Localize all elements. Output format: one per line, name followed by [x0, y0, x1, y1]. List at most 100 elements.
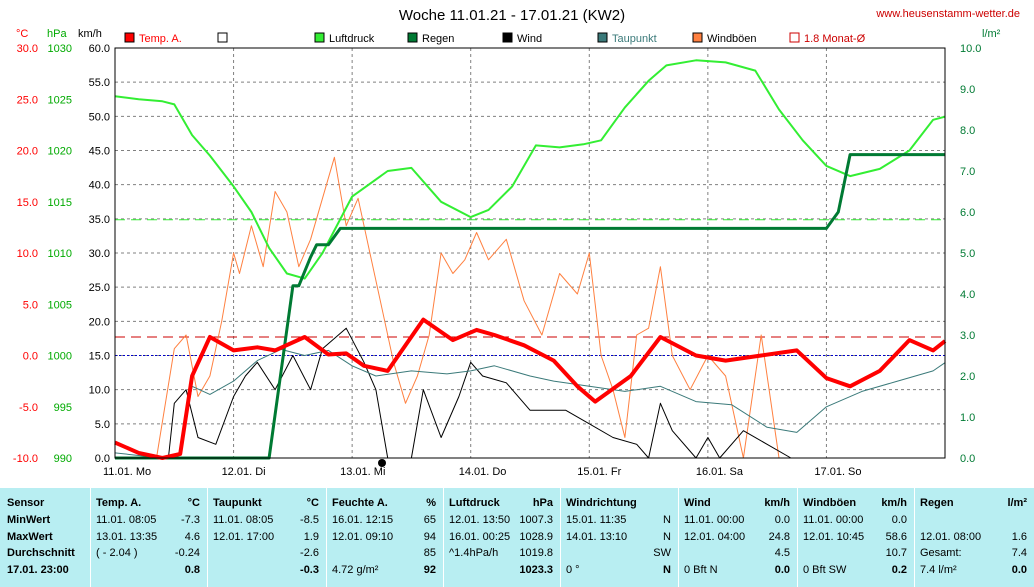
pressure-tick-label: 1000 — [48, 351, 72, 363]
stat-value: -2.6 — [300, 547, 319, 559]
legend-swatch — [217, 32, 228, 43]
stats-column: Temp. A. °C 11.01. 08:05 -7.3 13.01. 13:35 4.… — [90, 488, 207, 587]
stat-detail: 11.01. 08:05 — [96, 514, 157, 526]
stat-value: 4.5 — [774, 547, 790, 559]
stat-value: 58.6 — [885, 531, 907, 543]
stat-detail: 12.01. 17:00 — [213, 531, 275, 543]
chart-title: Woche 11.01.21 - 17.01.21 (KW2) — [399, 7, 625, 24]
pressure-tick-label: 1025 — [48, 94, 72, 106]
stat-value: 0.0 — [774, 564, 790, 576]
rain-tick-label: 10.0 — [960, 43, 981, 55]
x-tick-label: 17.01. So — [814, 466, 861, 478]
weather-chart: Woche 11.01.21 - 17.01.21 (KW2) www.heus… — [12, 7, 1020, 478]
stat-value: -7.3 — [181, 514, 200, 526]
stat-value: SW — [653, 547, 671, 559]
stat-detail: 15.01. 11:35 — [566, 514, 627, 526]
stat-value: N — [663, 514, 671, 526]
pressure-unit-label: hPa — [47, 28, 67, 40]
stat-detail: 0 ° — [566, 564, 580, 576]
legend-label: Windböen — [707, 33, 757, 45]
wind-tick-label: 20.0 — [89, 316, 110, 328]
stat-value: 24.8 — [768, 531, 790, 543]
series-windböen — [115, 156, 945, 459]
pressure-tick-label: 990 — [54, 453, 72, 465]
stat-detail: 16.01. 12:15 — [332, 514, 394, 526]
stat-value: 0.8 — [184, 564, 200, 576]
wind-tick-label: 45.0 — [89, 146, 110, 158]
row-label: 17.01. 23:00 — [7, 564, 69, 576]
stats-column: Windböen km/h 11.01. 00:00 0.0 12.01. 10:45 5… — [797, 488, 914, 587]
rain-tick-label: 8.0 — [960, 125, 975, 137]
stats-column: Luftdruck hPa 12.01. 13:50 1007.3 16.01. 00:… — [443, 488, 560, 587]
legend-swatch — [597, 32, 608, 43]
legend-label: Taupunkt — [612, 33, 657, 45]
series-luftdruck — [114, 59, 946, 280]
rain-unit-label: l/m² — [982, 28, 1001, 40]
legend-label: Temp. A. — [139, 33, 182, 45]
legend-label: 1.8 Monat-Ø — [804, 33, 866, 45]
rain-tick-label: 0.0 — [960, 453, 975, 465]
stat-detail: 11.01. 00:00 — [684, 514, 745, 526]
stat-detail: 11.01. 00:00 — [803, 514, 864, 526]
temp-tick-label: 0.0 — [23, 351, 38, 363]
column-header: Windböen — [803, 497, 857, 509]
stat-detail: 4.72 g/m² — [332, 564, 379, 576]
stat-value: -8.5 — [300, 514, 319, 526]
temp-tick-label: 10.0 — [17, 248, 38, 260]
wind-tick-label: 60.0 — [89, 43, 110, 55]
temp-tick-label: 20.0 — [17, 146, 38, 158]
stat-detail: 11.01. 08:05 — [213, 514, 274, 526]
wind-tick-label: 10.0 — [89, 385, 110, 397]
series-temp-a — [114, 317, 947, 460]
stat-value: 1028.9 — [519, 531, 553, 543]
column-unit: °C — [306, 497, 319, 509]
stat-detail: Gesamt: — [920, 547, 962, 559]
temp-tick-label: 15.0 — [17, 197, 38, 209]
column-unit: l/m² — [1007, 497, 1027, 509]
column-header: Windrichtung — [566, 497, 637, 509]
legend-label: Luftdruck — [329, 33, 375, 45]
grid — [115, 48, 945, 458]
website-label[interactable]: www.heusenstamm-wetter.de — [875, 8, 1020, 20]
temp-tick-label: -10.0 — [13, 453, 38, 465]
column-header: Luftdruck — [449, 497, 500, 509]
column-header: Feuchte A. — [332, 497, 388, 509]
pressure-tick-label: 1030 — [48, 43, 72, 55]
row-label: Durchschnitt — [7, 547, 75, 559]
stat-value: 0.0 — [891, 514, 907, 526]
stat-detail: 0 Bft SW — [803, 564, 847, 576]
rain-tick-label: 3.0 — [960, 330, 975, 342]
rain-tick-label: 2.0 — [960, 371, 975, 383]
column-unit: hPa — [532, 497, 553, 509]
wind-tick-label: 5.0 — [95, 419, 110, 431]
pressure-tick-label: 1010 — [48, 248, 72, 260]
statistics-table: Sensor MinWert MaxWert Durchschnitt 17.01. 2… — [0, 488, 1034, 587]
series-layer — [114, 59, 947, 460]
rain-tick-label: 5.0 — [960, 248, 975, 260]
stat-value: 1.6 — [1011, 531, 1027, 543]
temp-tick-label: -5.0 — [19, 402, 38, 414]
column-header: Taupunkt — [213, 497, 262, 509]
temp-tick-label: 25.0 — [17, 94, 38, 106]
x-tick-label: 14.01. Do — [459, 466, 507, 478]
stat-value: 1007.3 — [519, 514, 553, 526]
legend-swatch — [502, 32, 513, 43]
stat-value: 0.0 — [1011, 564, 1027, 576]
stat-detail: 12.01. 08:00 — [920, 531, 982, 543]
column-unit: % — [426, 497, 436, 509]
stats-column: Feuchte A.% 16.01. 12:15 65 12.01. 09:10 94 8… — [326, 488, 443, 587]
legend-swatch — [789, 32, 800, 43]
stat-value: N — [663, 531, 671, 543]
legend-swatch — [407, 32, 418, 43]
x-tick-label: 16.01. Sa — [696, 466, 744, 478]
stat-detail: ^1.4hPa/h — [449, 547, 499, 559]
stat-detail: 12.01. 13:50 — [449, 514, 511, 526]
pressure-tick-label: 1020 — [48, 146, 72, 158]
stat-detail: 14.01. 13:10 — [566, 531, 628, 543]
stat-value: 85 — [423, 547, 436, 559]
stat-value: N — [663, 564, 671, 576]
stat-detail: 12.01. 09:10 — [332, 531, 394, 543]
wind-tick-label: 15.0 — [89, 351, 110, 363]
wind-unit-label: km/h — [78, 28, 102, 40]
row-label: MaxWert — [7, 531, 53, 543]
